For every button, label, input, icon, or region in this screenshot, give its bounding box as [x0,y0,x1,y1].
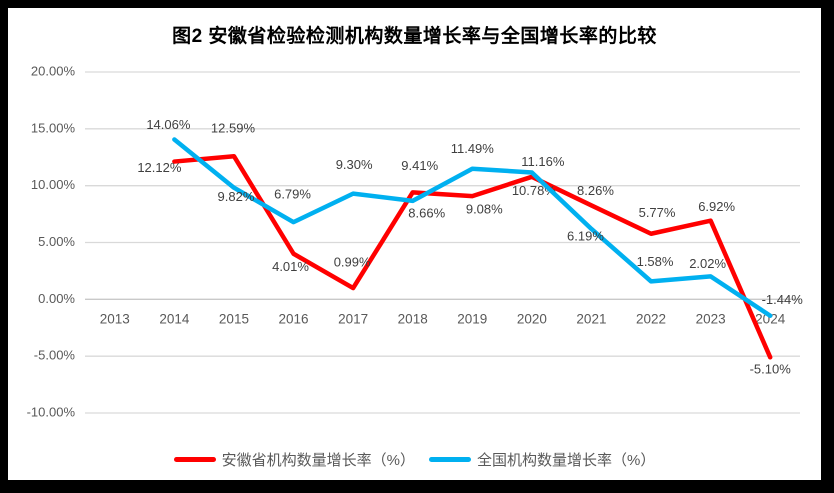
data-label: 12.59% [211,121,256,136]
x-axis-tick-label: 2022 [636,312,666,327]
data-label: 9.08% [466,202,503,217]
data-label: 11.16% [521,154,565,169]
x-axis-tick-label: 2023 [696,312,726,327]
legend-item-national[interactable]: 全国机构数量增长率（%） [429,449,655,470]
x-axis-tick-label: 2020 [517,312,547,327]
data-label: 4.01% [272,259,309,274]
data-label: 9.41% [401,158,438,173]
data-label: 14.06% [146,117,191,132]
data-label: 2.02% [689,256,726,271]
x-axis-tick-label: 2019 [457,312,487,327]
data-label: 11.49% [451,141,495,156]
x-axis-tick-label: 2014 [159,312,190,327]
x-axis-tick-label: 2016 [279,312,309,327]
y-axis-tick-label: 20.00% [31,63,76,78]
data-label: -1.44% [762,292,804,307]
chart-title: 图2 安徽省检验检测机构数量增长率与全国增长率的比较 [172,26,657,47]
y-axis-tick-label: 5.00% [38,234,75,249]
data-label: 12.12% [137,160,182,175]
chart-legend: 安徽省机构数量增长率（%） 全国机构数量增长率（%） [8,449,821,470]
data-label: 6.92% [698,199,735,214]
data-label: 6.79% [274,187,311,202]
y-axis-tick-label: -10.00% [27,404,76,419]
x-axis-tick-label: 2021 [576,312,606,327]
data-label: 9.82% [218,189,255,204]
chart-area: 图2 安徽省检验检测机构数量增长率与全国增长率的比较 20.00% 15.00% 1… [8,8,821,480]
x-axis-tick-label: 2018 [398,312,428,327]
anhui-series-swatch-icon [173,457,216,462]
legend-label-national: 全国机构数量增长率（%） [477,452,656,469]
y-axis-tick-label: 10.00% [31,177,76,192]
data-label: 5.77% [639,205,676,220]
legend-item-anhui[interactable]: 安徽省机构数量增长率（%） [173,449,415,470]
y-axis-tick-label: -5.00% [34,348,76,363]
legend-label-anhui: 安徽省机构数量增长率（%） [221,452,415,469]
data-label: 6.19% [567,228,604,243]
y-axis-tick-label: 0.00% [38,291,75,306]
x-axis-tick-label: 2024 [755,312,786,327]
data-label: 8.66% [408,205,445,220]
series-line-0[interactable] [172,153,773,360]
data-label: 0.99% [334,255,371,270]
x-axis-tick-label: 2013 [100,312,130,327]
x-axis-tick-label: 2017 [338,312,368,327]
data-label: -5.10% [750,362,792,377]
plot-svg: 20.00% 15.00% 10.00% 5.00% 0.00% -5.00% -10.00… [27,63,804,419]
x-axis-tick-label: 2015 [219,312,249,327]
series-line-1[interactable] [172,137,773,318]
data-label: 1.58% [637,254,674,269]
y-axis-tick-label: 15.00% [31,120,76,135]
data-label: 9.30% [336,157,373,172]
national-series-swatch-icon [429,457,471,462]
data-label: 8.26% [577,183,614,198]
